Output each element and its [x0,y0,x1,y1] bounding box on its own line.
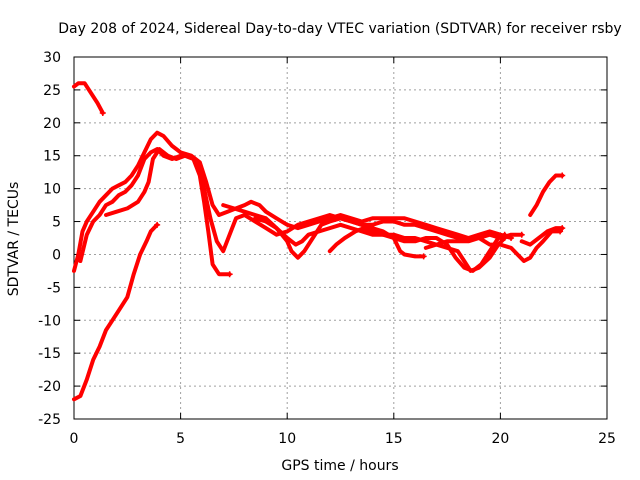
y-tick-label: 25 [43,83,61,99]
series-arc-4 [78,147,524,263]
y-tick-label: -10 [38,313,61,329]
series-layer [72,81,566,402]
y-tick-label: -25 [38,412,61,428]
series-arc-11 [528,173,565,217]
series-end-marker [226,271,233,278]
x-tick-label: 15 [385,431,403,447]
series-arc-1 [72,81,105,115]
series-arc-8 [327,226,507,273]
series-end-marker [420,253,427,260]
chart-title: Day 208 of 2024, Sidereal Day-to-day VTE… [58,21,621,37]
y-tick-label: 0 [52,247,61,263]
series-end-marker [518,231,525,238]
y-tick-label: 10 [43,182,61,198]
y-axis-label: SDTVAR / TECUs [6,182,22,297]
series-end-marker [559,172,566,179]
x-tick-label: 25 [598,431,616,447]
x-tick-label: 0 [70,431,79,447]
series-arc-5 [104,147,232,277]
y-tick-label: -15 [38,346,61,362]
x-tick-label: 20 [491,431,509,447]
y-tick-label: 20 [43,116,61,132]
x-tick-label: 10 [278,431,296,447]
series-end-marker [501,231,508,238]
series-end-marker [99,109,106,116]
y-tick-label: 5 [52,215,61,231]
series-arc-10 [519,226,565,247]
x-axis-label: GPS time / hours [281,458,398,474]
series-arc-3 [72,130,514,273]
ticks-layer: 0 5 10 15 20 25 -25 -20 -15 -10 -5 0 5 10 15 20 25 30 [38,50,616,447]
series-end-marker [154,221,161,228]
y-tick-label: -20 [38,379,61,395]
series-arc-6 [221,203,426,260]
y-tick-label: 30 [43,50,61,66]
y-tick-label: 15 [43,149,61,165]
series-arc-9 [423,229,563,263]
x-tick-label: 5 [176,431,185,447]
y-tick-label: -5 [47,280,61,296]
plot-frame [73,56,608,420]
series-arc-2 [72,222,160,402]
series-end-marker [559,225,566,232]
